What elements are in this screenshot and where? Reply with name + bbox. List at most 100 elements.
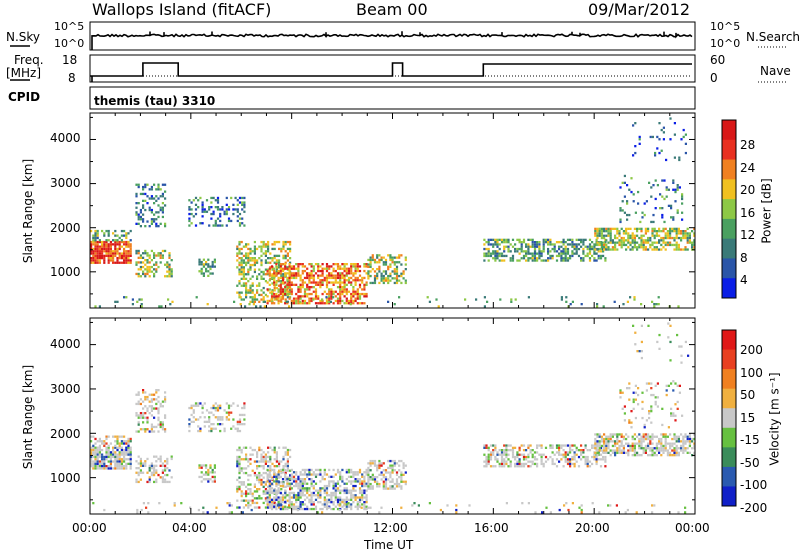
range-cell — [238, 488, 241, 491]
range-cell — [518, 453, 521, 456]
range-cell — [626, 218, 629, 221]
range-cell — [354, 281, 357, 284]
range-cell — [278, 460, 281, 463]
range-cell — [356, 279, 359, 282]
range-cell — [400, 506, 403, 509]
range-cell — [400, 274, 403, 278]
range-cell — [361, 480, 364, 483]
range-cell — [361, 279, 364, 282]
range-cell — [262, 485, 265, 488]
range-cell — [686, 435, 689, 438]
range-cell — [288, 272, 291, 275]
range-cell — [522, 250, 526, 253]
range-cell — [146, 195, 149, 198]
range-cell — [223, 427, 226, 430]
range-cell — [569, 444, 572, 447]
range-cell — [571, 250, 574, 253]
range-cell — [258, 481, 261, 484]
range-cell — [267, 506, 270, 509]
range-cell — [260, 455, 263, 459]
range-cell — [155, 254, 158, 257]
range-cell — [284, 274, 287, 277]
range-cell — [297, 487, 300, 490]
range-cell — [402, 466, 405, 470]
range-cell — [286, 506, 289, 509]
range-cell — [607, 437, 610, 441]
range-cell — [367, 476, 370, 479]
range-cell — [101, 462, 104, 465]
range-cell — [192, 409, 195, 412]
range-cell — [582, 247, 585, 251]
range-cell — [310, 491, 313, 495]
range-cell — [485, 252, 488, 255]
range-cell — [129, 229, 132, 233]
range-cell — [593, 252, 596, 255]
range-cell — [358, 292, 362, 296]
range-cell — [114, 458, 117, 461]
range-cell — [580, 241, 583, 244]
range-cell — [382, 473, 385, 476]
range-cell — [319, 489, 322, 492]
range-cell — [264, 497, 267, 500]
range-cell — [295, 501, 298, 504]
range-cell — [525, 243, 528, 246]
range-cell — [243, 203, 246, 206]
range-cell — [389, 258, 392, 262]
range-cell — [564, 254, 567, 258]
range-cell — [164, 222, 167, 225]
range-cell — [142, 213, 145, 216]
range-cell — [103, 440, 106, 443]
range-cell — [666, 236, 669, 240]
range-cell — [336, 263, 340, 266]
range-cell — [634, 391, 637, 394]
range-cell — [107, 460, 110, 463]
range-cell — [127, 437, 130, 441]
range-cell — [284, 292, 287, 296]
range-cell — [144, 192, 147, 196]
range-cell — [602, 250, 605, 253]
range-cell — [137, 421, 140, 424]
range-cell — [382, 487, 385, 490]
range-cell — [604, 460, 607, 463]
range-cell — [275, 458, 278, 461]
range-cell — [341, 292, 344, 296]
range-cell — [197, 206, 200, 209]
range-cell — [299, 501, 302, 504]
range-cell — [367, 482, 370, 486]
range-cell — [665, 384, 668, 387]
range-cell — [505, 254, 508, 258]
range-cell — [258, 268, 261, 271]
range-cell — [232, 402, 235, 405]
range-cell — [321, 298, 324, 301]
range-cell — [599, 458, 603, 461]
range-cell — [367, 471, 370, 474]
range-cell — [238, 261, 241, 264]
range-cell — [367, 258, 370, 262]
range-cell — [262, 243, 265, 246]
range-cell — [325, 494, 329, 497]
range-cell — [170, 270, 173, 273]
range-cell — [153, 398, 156, 401]
range-cell — [516, 460, 519, 463]
range-cell — [137, 467, 140, 470]
range-cell — [560, 259, 563, 262]
range-cell — [243, 418, 246, 421]
range-cell — [164, 275, 167, 278]
range-cell — [330, 480, 333, 483]
range-cell — [240, 298, 243, 301]
range-cell — [125, 440, 128, 443]
range-cell — [594, 442, 597, 445]
range-cell — [542, 453, 545, 456]
range-cell — [286, 276, 289, 280]
range-cell — [290, 491, 293, 495]
range-cell — [240, 257, 243, 260]
range-cell — [101, 458, 104, 461]
range-cell — [253, 259, 256, 262]
range-cell — [343, 279, 346, 282]
range-cell — [605, 449, 608, 452]
range-cell — [395, 274, 399, 278]
range-cell — [238, 222, 242, 225]
range-cell — [644, 437, 647, 441]
range-cell — [278, 506, 281, 509]
range-cell — [116, 448, 119, 452]
